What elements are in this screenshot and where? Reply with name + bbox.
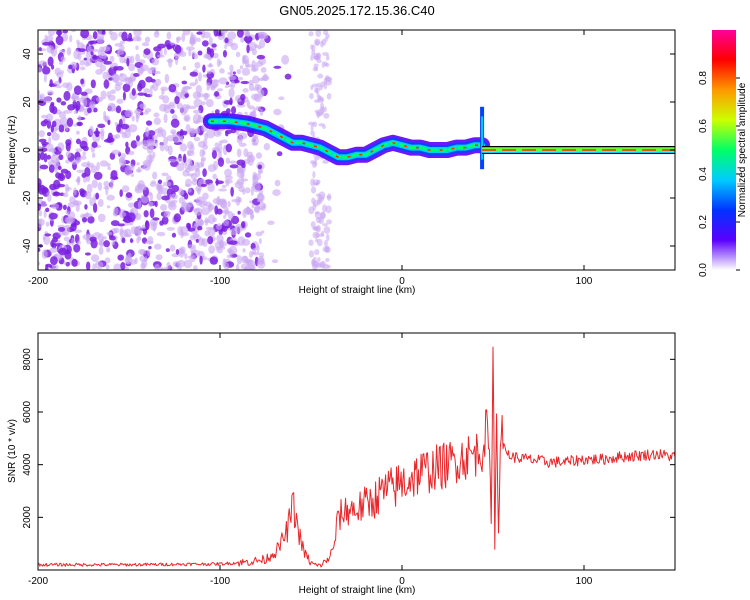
y-tick-label: 20 xyxy=(22,96,33,108)
spectrogram-x-label: Height of straight line (km) xyxy=(299,285,416,296)
y-tick-label: 6000 xyxy=(22,400,33,423)
colorbar-gradient xyxy=(712,30,736,270)
y-tick-label: 8000 xyxy=(22,348,33,371)
colorbar-tick-label: 0.6 xyxy=(698,119,709,133)
x-tick-label: 100 xyxy=(576,276,593,287)
snr-panel: -200 -100 0 100 2000 4000 6000 8000 Height of … xyxy=(7,332,676,596)
spectrogram-content xyxy=(38,30,675,270)
colorbar-tick-label: 0.0 xyxy=(698,263,709,277)
x-tick-label: 0 xyxy=(399,276,405,287)
colorbar-ticks: 0.0 0.2 0.4 0.6 0.8 xyxy=(698,71,740,277)
y-tick-label: 2000 xyxy=(22,506,33,529)
spectrogram-y-ticks: -40 -20 0 20 40 xyxy=(22,48,675,253)
y-tick-label: 4000 xyxy=(22,453,33,476)
colorbar-label: Normalized spectral amplitude xyxy=(737,82,748,217)
spectrogram-noise xyxy=(38,30,333,270)
snr-x-ticks: -200 -100 0 100 xyxy=(28,333,593,587)
spectrogram-y-label: Frequency (Hz) xyxy=(7,116,18,185)
spectrogram-x-ticks: -200 -100 0 100 xyxy=(28,30,593,287)
colorbar-tick-label: 0.8 xyxy=(698,71,709,85)
snr-frame xyxy=(37,332,676,571)
y-tick-label: 0 xyxy=(22,147,33,153)
snr-y-ticks: 2000 4000 6000 8000 xyxy=(22,348,675,529)
x-tick-label: -100 xyxy=(210,576,230,587)
x-tick-label: -100 xyxy=(210,276,230,287)
chart-title: GN05.2025.172.15.36.C40 xyxy=(279,3,434,18)
colorbar-tick-label: 0.2 xyxy=(698,215,709,229)
snr-line xyxy=(38,346,675,568)
y-tick-label: 40 xyxy=(22,48,33,60)
spectrogram-ridge xyxy=(202,106,491,170)
x-tick-label: 100 xyxy=(576,576,593,587)
x-tick-label: 0 xyxy=(399,576,405,587)
spectrogram-band xyxy=(482,146,675,154)
y-tick-label: -40 xyxy=(22,238,33,253)
x-tick-label: -200 xyxy=(28,576,48,587)
snr-x-label: Height of straight line (km) xyxy=(299,585,416,596)
snr-y-label: SNR (10 * v/v) xyxy=(7,419,18,483)
y-tick-label: -20 xyxy=(22,190,33,205)
colorbar-tick-label: 0.4 xyxy=(698,167,709,181)
colorbar: 0.0 0.2 0.4 0.6 0.8 Normalized spectral ampl… xyxy=(698,30,748,277)
x-tick-label: -200 xyxy=(28,276,48,287)
